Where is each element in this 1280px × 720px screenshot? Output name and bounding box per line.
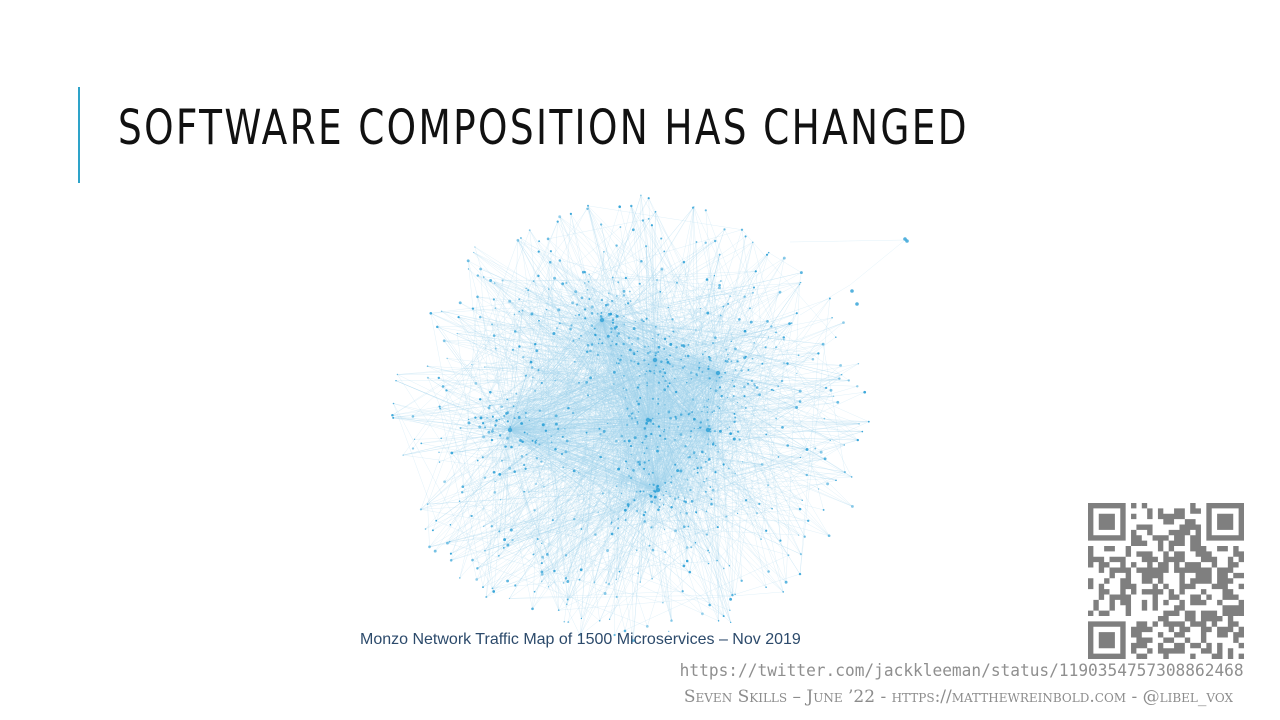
network-traffic-map [391, 194, 909, 642]
slide-footer: Seven Skills – June ’22 - https://matthe… [683, 687, 1233, 707]
source-link[interactable]: https://twitter.com/jackkleeman/status/1… [680, 661, 1244, 681]
network-nodes [391, 194, 909, 642]
qr-code-icon[interactable] [1088, 503, 1244, 659]
figure-caption: Monzo Network Traffic Map of 1500 Micros… [360, 631, 801, 648]
slide-title: Software Composition Has Changed [118, 100, 969, 156]
title-accent-bar [78, 87, 80, 183]
